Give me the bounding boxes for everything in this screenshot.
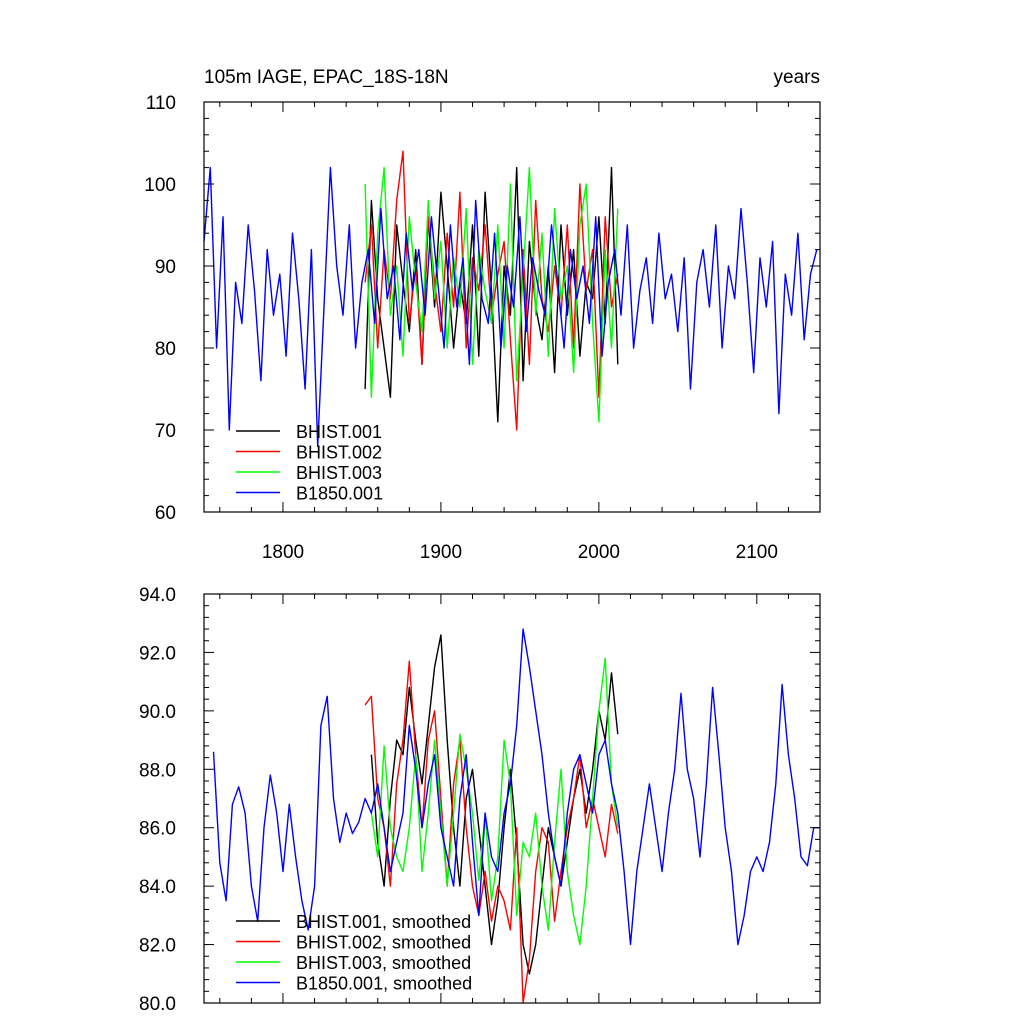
y-tick-label: 80: [155, 339, 176, 360]
plot-frame: [203, 593, 821, 1004]
y-tick-label: 90.0: [139, 702, 176, 723]
units-label: years: [774, 67, 820, 88]
legend-entry: B1850.001: [296, 484, 383, 504]
legend-entry: B1850.001, smoothed: [296, 974, 472, 994]
y-tick-label: 88.0: [139, 760, 176, 781]
series-lines: [204, 150, 818, 448]
legend-entry: BHIST.003: [296, 463, 382, 483]
series-line-3: [204, 166, 818, 448]
y-tick-label: 92.0: [139, 643, 176, 664]
y-tick-label: 110: [146, 93, 176, 114]
x-tick-label: 1800: [262, 542, 304, 563]
series-line-3: [212, 628, 820, 946]
x-tick-label: 1900: [420, 542, 462, 563]
y-tick-label: 70: [155, 421, 176, 442]
series-line-2: [370, 657, 619, 946]
y-tick-label: 100: [144, 175, 176, 196]
y-tick-label: 80.0: [139, 994, 176, 1015]
y-tick-label: 94.0: [139, 585, 176, 606]
chart-title: 105m IAGE, EPAC_18S-18N: [204, 67, 449, 88]
legend-entry: BHIST.002: [296, 443, 382, 463]
series-lines: [212, 628, 820, 1003]
y-tick-label: 82.0: [139, 936, 176, 957]
y-tick-label: 86.0: [139, 819, 176, 840]
legend-entry: BHIST.001: [296, 422, 382, 442]
y-tick-label: 60: [155, 503, 176, 524]
legend-entry: BHIST.002, smoothed: [296, 933, 471, 953]
y-tick-label: 90: [155, 257, 176, 278]
series-line-1: [364, 660, 619, 1003]
y-tick-label: 84.0: [139, 877, 176, 898]
legend-entry: BHIST.003, smoothed: [296, 953, 471, 973]
plot-frame: [203, 101, 821, 513]
chart-bottom-panel: 80.0 82.0 84.0 86.0 88.0 90.0 92.0 94.0 BHIST.00…: [139, 585, 821, 1015]
chart-top-panel: 105m IAGE, EPAC_18S-18N years 60 70 80 90 10…: [144, 67, 821, 563]
x-tick-label: 2000: [578, 542, 620, 563]
legend-entry: BHIST.001, smoothed: [296, 912, 471, 932]
series-line-2: [364, 166, 619, 423]
x-tick-label: 2100: [736, 542, 778, 563]
